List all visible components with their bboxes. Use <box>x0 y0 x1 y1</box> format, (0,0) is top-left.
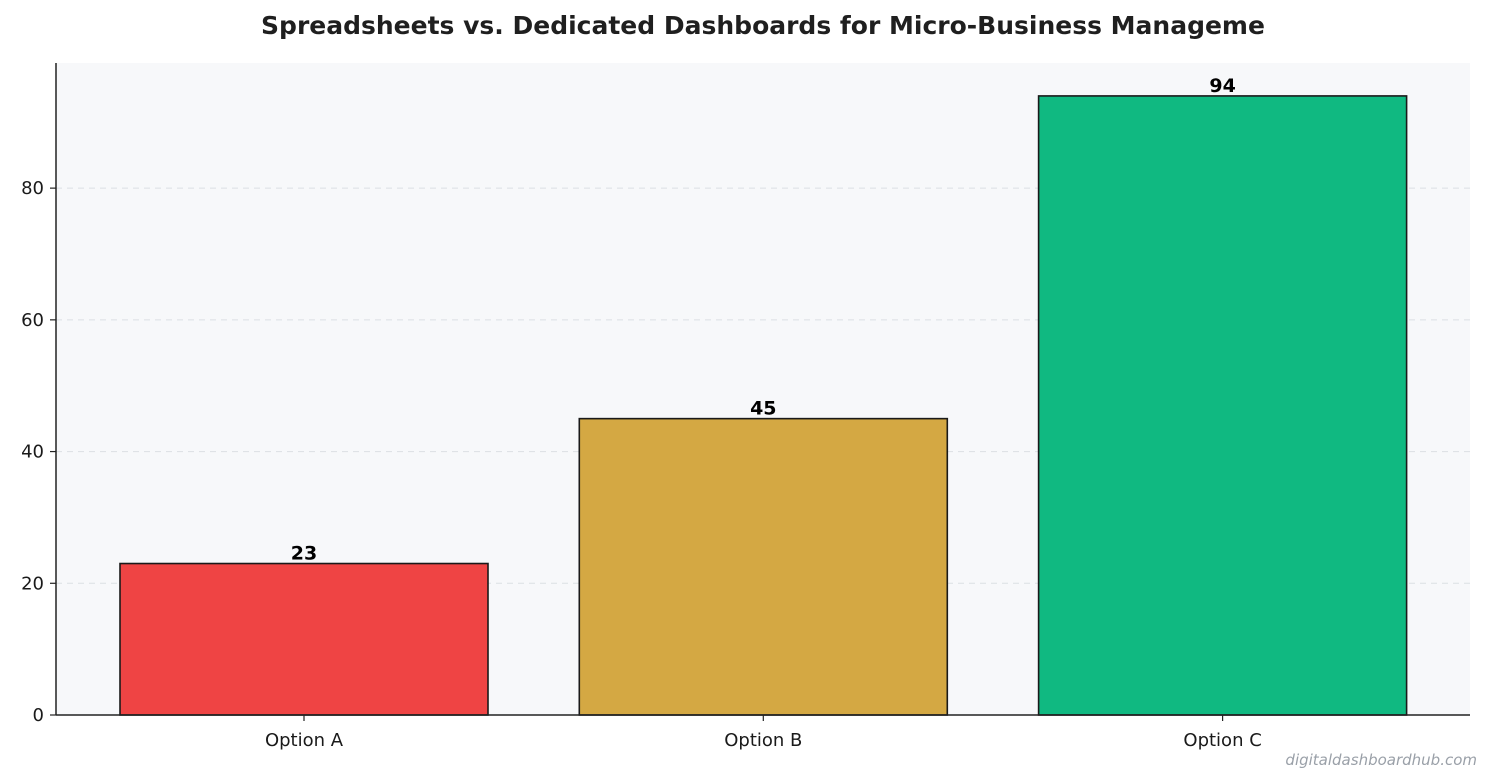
y-tick-label: 20 <box>21 573 44 594</box>
bar-value-label: 23 <box>291 543 317 565</box>
chart-title: Spreadsheets vs. Dedicated Dashboards fo… <box>261 11 1265 40</box>
data-labels: 23 45 94 <box>291 75 1236 565</box>
tick-labels: 0 20 40 60 80 Option A Option B Option C <box>21 178 1262 751</box>
bar <box>578 417 949 716</box>
x-tick-label: Option C <box>1183 730 1261 751</box>
y-tick-label: 60 <box>21 310 44 331</box>
bar <box>1037 95 1408 716</box>
x-tick-label: Option B <box>724 730 802 751</box>
bar <box>119 562 489 716</box>
watermark: digitaldashboardhub.com <box>1285 751 1477 769</box>
y-tick-label: 0 <box>33 705 44 726</box>
x-tick-label: Option A <box>265 730 344 751</box>
bar-value-label: 45 <box>750 398 776 420</box>
bar-value-label: 94 <box>1209 75 1235 97</box>
y-tick-label: 40 <box>21 442 44 463</box>
y-tick-label: 80 <box>21 178 44 199</box>
